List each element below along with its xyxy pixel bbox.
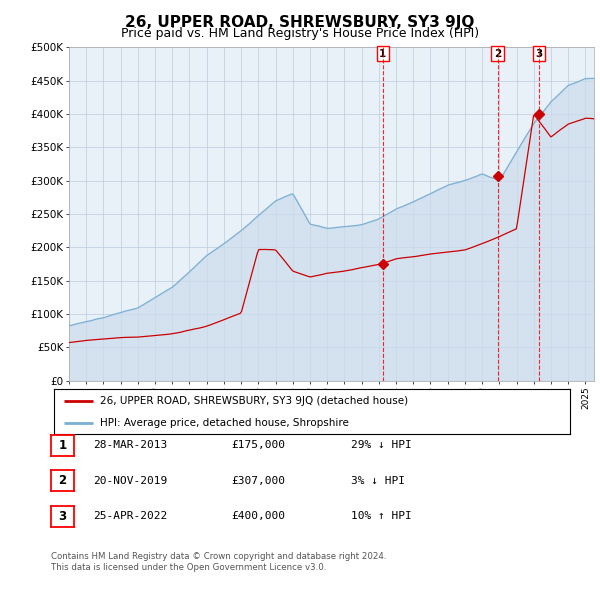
- Text: 25-APR-2022: 25-APR-2022: [93, 512, 167, 521]
- Text: 1: 1: [58, 439, 67, 452]
- Text: 3% ↓ HPI: 3% ↓ HPI: [351, 476, 405, 486]
- Text: Price paid vs. HM Land Registry's House Price Index (HPI): Price paid vs. HM Land Registry's House …: [121, 27, 479, 40]
- Text: £307,000: £307,000: [231, 476, 285, 486]
- Text: 2: 2: [58, 474, 67, 487]
- Text: £400,000: £400,000: [231, 512, 285, 521]
- Text: Contains HM Land Registry data © Crown copyright and database right 2024.
This d: Contains HM Land Registry data © Crown c…: [51, 552, 386, 572]
- Text: HPI: Average price, detached house, Shropshire: HPI: Average price, detached house, Shro…: [100, 418, 349, 428]
- Text: 29% ↓ HPI: 29% ↓ HPI: [351, 441, 412, 450]
- Text: 2: 2: [494, 49, 501, 59]
- Text: 3: 3: [58, 510, 67, 523]
- Text: 26, UPPER ROAD, SHREWSBURY, SY3 9JQ (detached house): 26, UPPER ROAD, SHREWSBURY, SY3 9JQ (det…: [100, 396, 409, 407]
- Text: 20-NOV-2019: 20-NOV-2019: [93, 476, 167, 486]
- Text: 3: 3: [535, 49, 543, 59]
- Text: 10% ↑ HPI: 10% ↑ HPI: [351, 512, 412, 521]
- Text: £175,000: £175,000: [231, 441, 285, 450]
- Text: 28-MAR-2013: 28-MAR-2013: [93, 441, 167, 450]
- Text: 26, UPPER ROAD, SHREWSBURY, SY3 9JQ: 26, UPPER ROAD, SHREWSBURY, SY3 9JQ: [125, 15, 475, 30]
- Text: 1: 1: [379, 49, 386, 59]
